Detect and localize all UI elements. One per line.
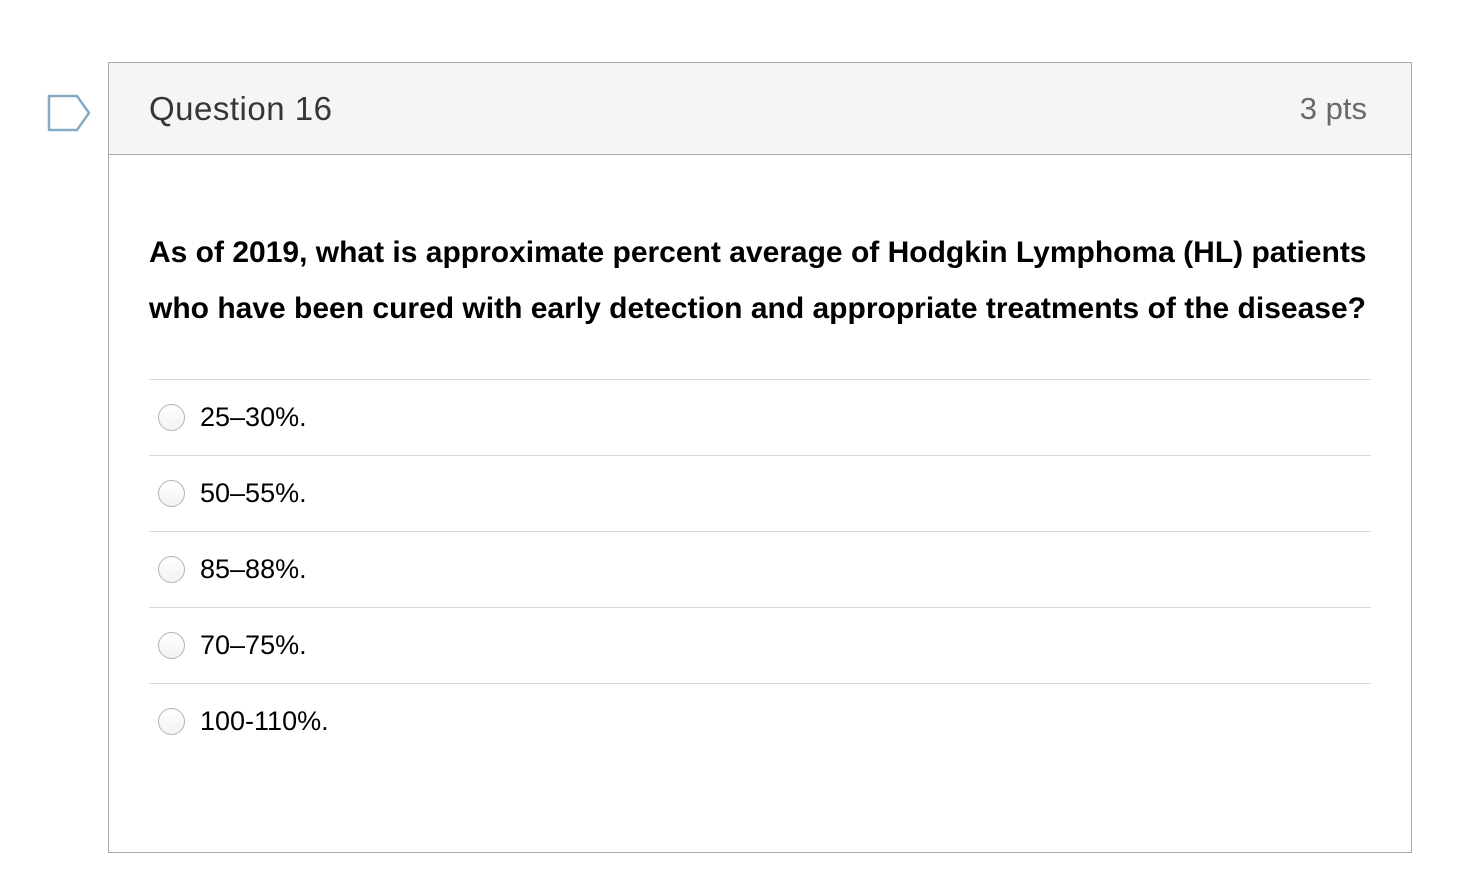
answer-option: 85–88%.	[149, 531, 1371, 607]
option-label[interactable]: 50–55%.	[200, 478, 307, 508]
radio-input[interactable]	[158, 556, 185, 583]
option-label[interactable]: 100-110%.	[200, 706, 329, 736]
radio-input[interactable]	[158, 404, 185, 431]
answer-option: 70–75%.	[149, 607, 1371, 683]
option-label[interactable]: 70–75%.	[200, 630, 307, 660]
answer-options: 25–30%. 50–55%. 85–88%. 70–75%. 100-110%	[149, 379, 1371, 759]
flag-icon	[46, 94, 92, 137]
radio-input[interactable]	[158, 632, 185, 659]
option-label[interactable]: 25–30%.	[200, 402, 307, 432]
option-label[interactable]: 85–88%.	[200, 554, 307, 584]
radio-input[interactable]	[158, 708, 185, 735]
question-body: As of 2019, what is approximate percent …	[109, 155, 1411, 759]
answer-option: 100-110%.	[149, 683, 1371, 759]
question-text: As of 2019, what is approximate percent …	[149, 236, 1367, 325]
question-title: Question 16	[149, 89, 333, 127]
answer-option: 25–30%.	[149, 379, 1371, 455]
question-header: Question 16 3 pts	[109, 63, 1411, 155]
question-card: Question 16 3 pts As of 2019, what is ap…	[108, 62, 1412, 853]
bookmark-question-button[interactable]	[46, 92, 92, 134]
radio-input[interactable]	[158, 480, 185, 507]
question-points: 3 pts	[1299, 90, 1367, 126]
answer-option: 50–55%.	[149, 455, 1371, 531]
